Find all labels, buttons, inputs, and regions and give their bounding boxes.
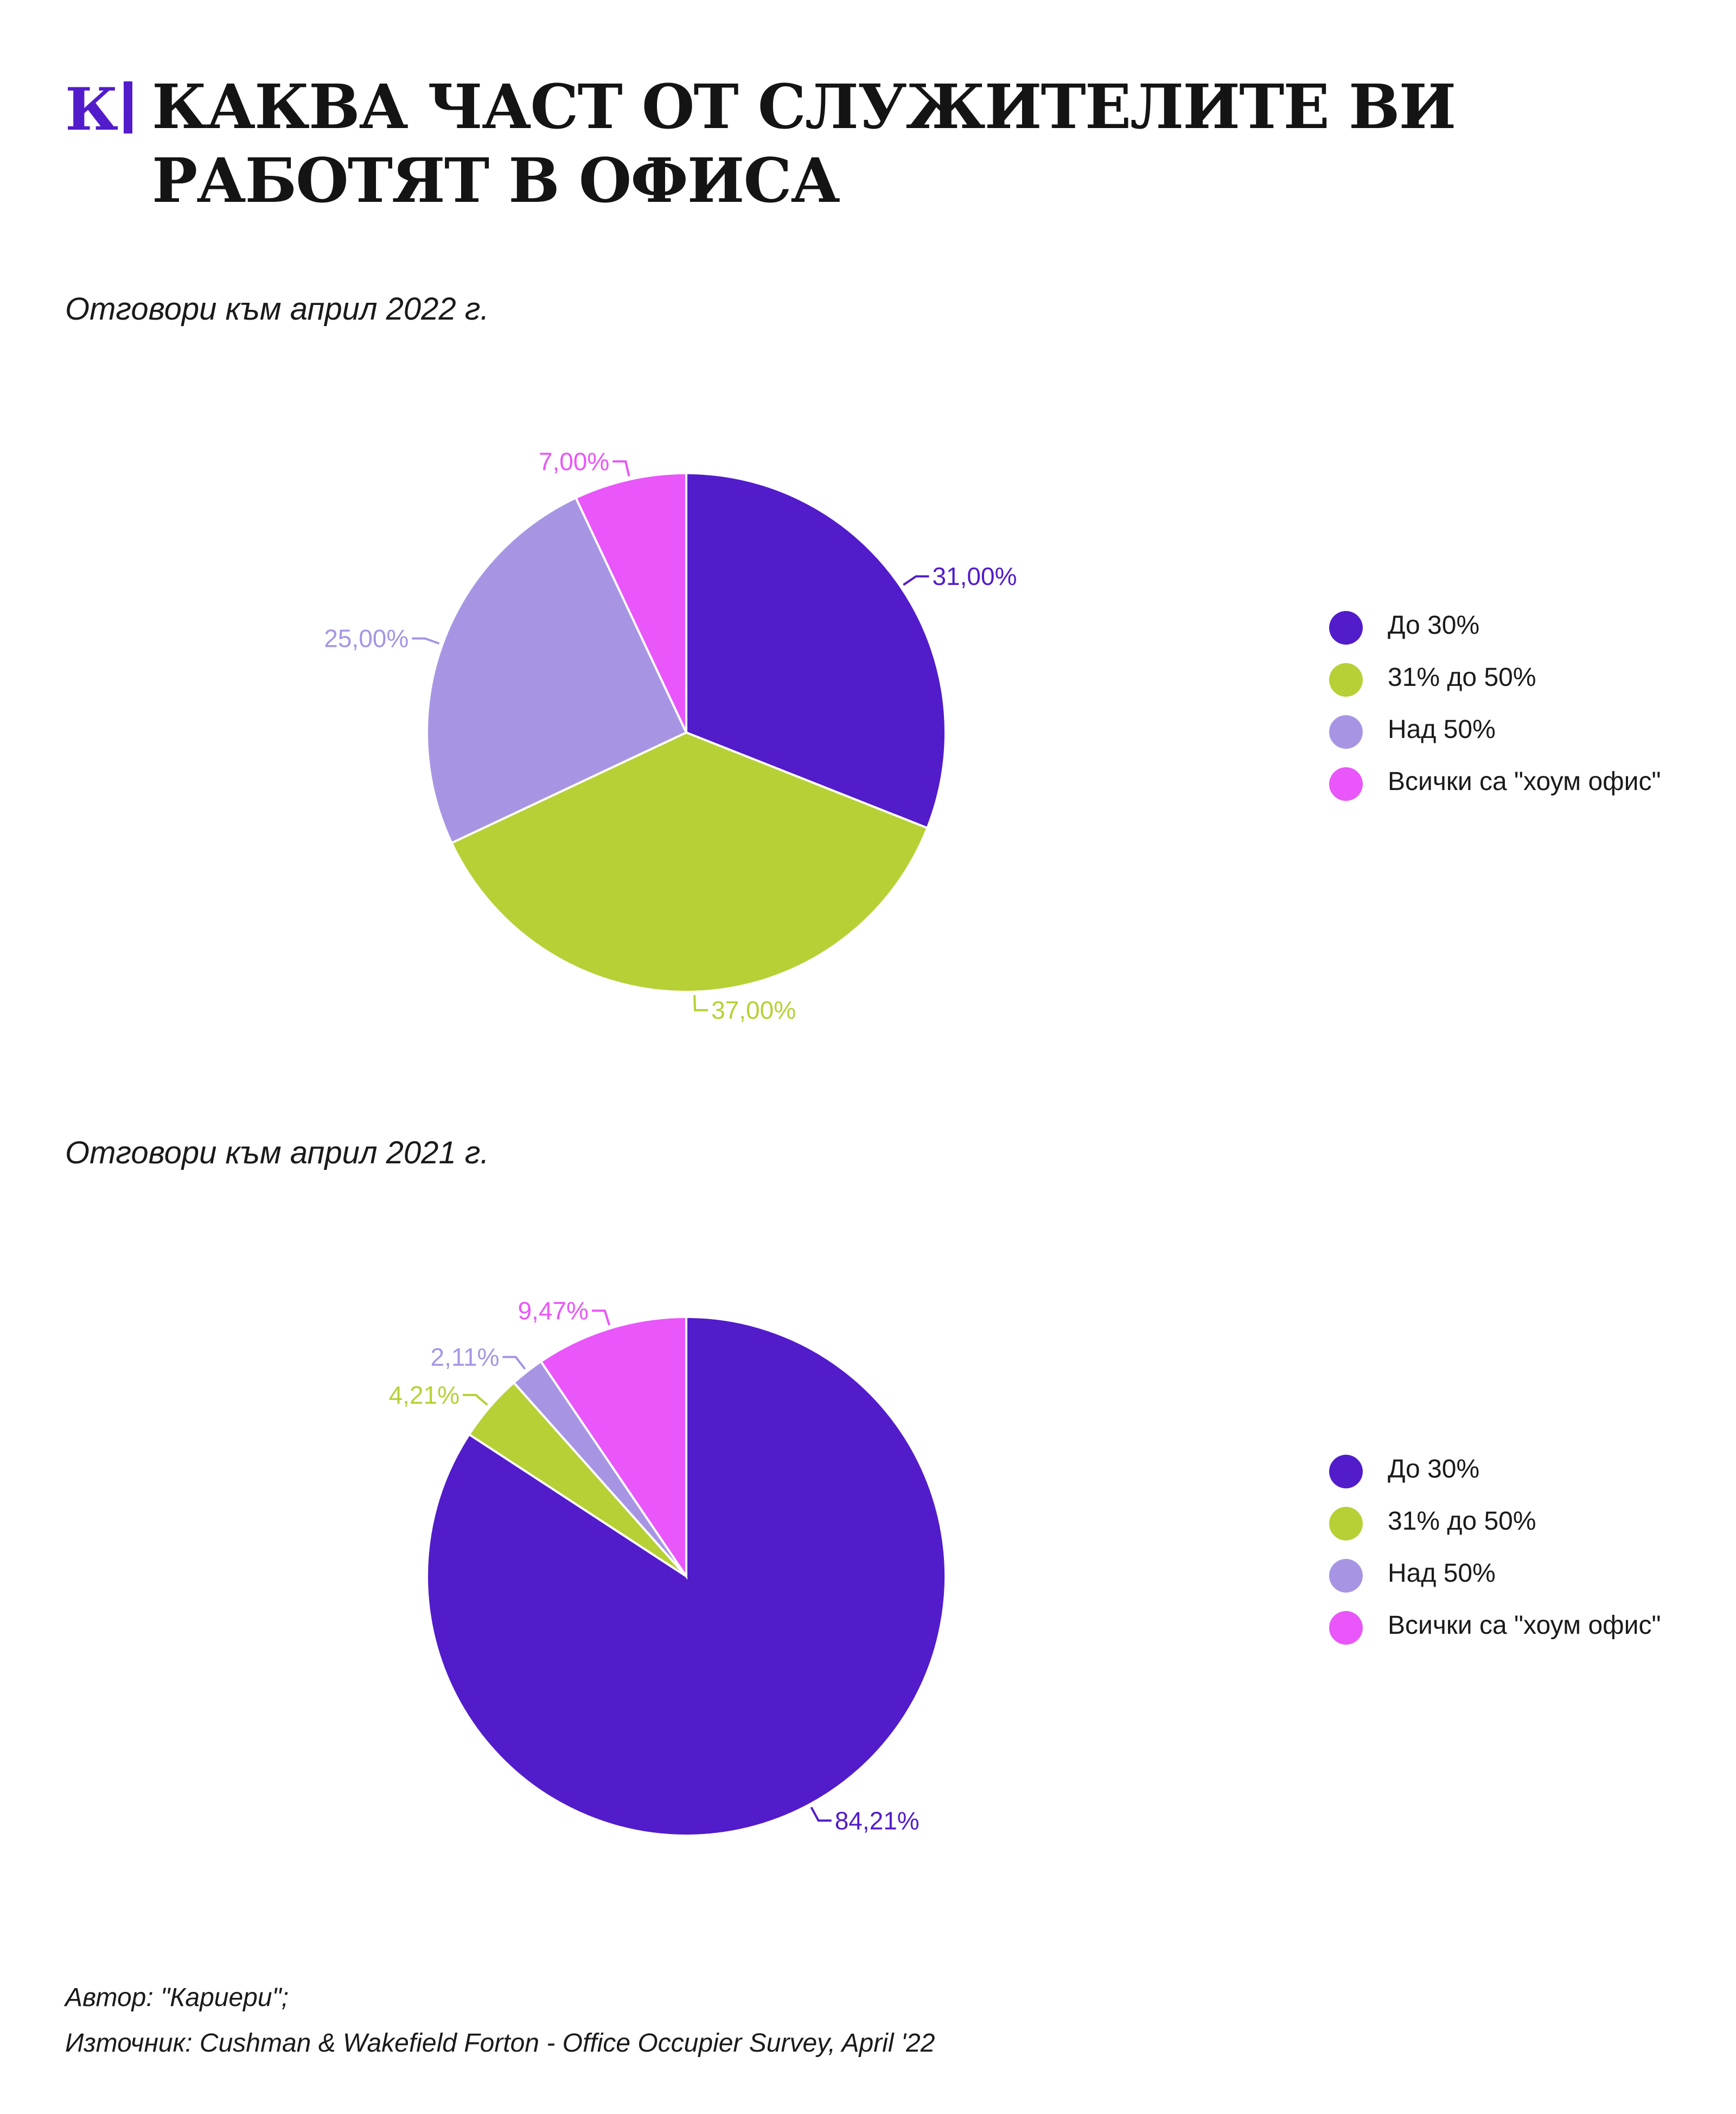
legend-label: Всички са "хоум офис" [1388, 1611, 1661, 1640]
chart-2-subtitle: Отговори към април 2021 г. [65, 1135, 489, 1170]
legend-item-0: До 30% [1329, 608, 1665, 645]
data-label-1-1: 4,21% [389, 1381, 459, 1409]
data-label-1-2: 2,11% [431, 1343, 500, 1371]
pie-chart-2022-svg: 31,00% 37,00% 25,00% 7,00% [324, 447, 1017, 1024]
legend-swatch [1329, 767, 1363, 801]
legend-swatch [1329, 715, 1363, 749]
data-label-0-0: 31,00% [932, 562, 1017, 590]
chart-title: КАКВА ЧАСТ ОТ СЛУЖИТЕЛИТЕ ВИ РАБОТЯТ В О… [152, 72, 1456, 217]
brand-logo: К [65, 75, 119, 144]
pie-chart-2021-svg: 84,21% 4,21% 2,11% 9,47% [389, 1296, 947, 1837]
pie-slice-0-2 [426, 496, 688, 845]
legend-label: Над 50% [1388, 1559, 1496, 1588]
legend-item-3: Всички са "хоум офис" [1329, 1608, 1665, 1645]
leader-line-0-2 [412, 637, 440, 645]
data-label-1-3: 9,47% [518, 1296, 588, 1325]
chart-1-subtitle: Отговори към април 2022 г. [65, 291, 489, 327]
author-credit: Автор: "Кариери"; [65, 1983, 289, 2012]
legend-label: Всички са "хоум офис" [1388, 767, 1661, 796]
leader-line-0-0 [903, 575, 929, 586]
legend-label: До 30% [1388, 611, 1480, 640]
legend-swatch [1329, 1507, 1363, 1540]
footer: Автор: "Кариери"; Източник: Cushman & Wa… [65, 1975, 935, 2066]
legend-swatch [1329, 1611, 1363, 1645]
legend-2021: До 30% 31% до 50% Над 50% Всички са "хоум о… [1329, 1451, 1665, 1660]
source-credit: Източник: Cushman & Wakefield Forton - O… [65, 2029, 935, 2058]
legend-item-2: Над 50% [1329, 712, 1665, 749]
pie-slice-1-3 [539, 1315, 687, 1580]
legend-item-1: 31% до 50% [1329, 660, 1665, 697]
legend-2022: До 30% 31% до 50% Над 50% Всички са "хоум о… [1329, 608, 1665, 816]
leader-line-1-3 [591, 1309, 611, 1326]
data-label-0-2: 25,00% [324, 625, 409, 653]
pie-slice-0-3 [574, 472, 687, 733]
leader-line-0-3 [612, 460, 630, 477]
legend-swatch [1329, 1559, 1363, 1593]
legend-item-0: До 30% [1329, 1451, 1665, 1488]
pie-slice-1-0 [426, 1315, 947, 1837]
data-label-0-3: 7,00% [539, 447, 609, 475]
legend-swatch [1329, 663, 1363, 697]
legend-item-2: Над 50% [1329, 1556, 1665, 1593]
pie-chart-2022: 31,00% 37,00% 25,00% 7,00% До 30% 31% до 50%… [0, 380, 1736, 1139]
leader-line-1-1 [463, 1393, 488, 1406]
leader-line-1-2 [502, 1355, 526, 1370]
legend-swatch [1329, 611, 1363, 645]
legend-label: Над 50% [1388, 715, 1496, 744]
legend-swatch [1329, 1455, 1363, 1488]
legend-item-1: 31% до 50% [1329, 1504, 1665, 1540]
pie-chart-2021: 84,21% 4,21% 2,11% 9,47% До 30% 31% до 50% На… [0, 1224, 1736, 1983]
data-label-0-1: 37,00% [711, 996, 796, 1024]
leader-line-1-0 [810, 1806, 832, 1822]
legend-label: До 30% [1388, 1455, 1480, 1483]
legend-label: 31% до 50% [1388, 663, 1536, 692]
data-label-1-0: 84,21% [835, 1806, 920, 1835]
legend-label: 31% до 50% [1388, 1507, 1536, 1536]
logo-divider [124, 81, 132, 133]
pie-slice-0-0 [685, 472, 947, 830]
legend-item-3: Всички са "хоум офис" [1329, 764, 1665, 801]
pie-slice-0-1 [450, 731, 929, 993]
leader-line-0-1 [693, 995, 709, 1011]
